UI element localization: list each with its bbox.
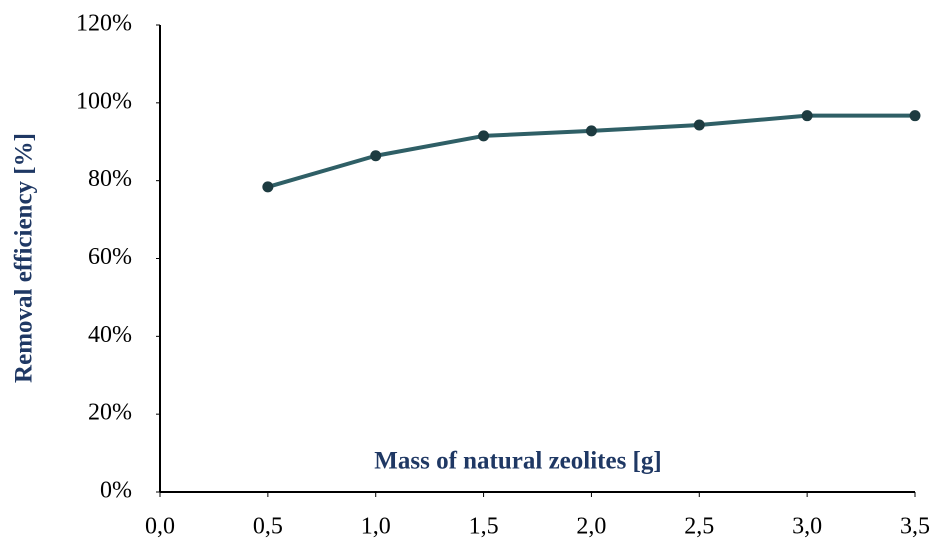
y-tick-label: 80%	[88, 166, 132, 192]
x-tick-label: 2,0	[576, 514, 606, 540]
y-tick-label: 40%	[88, 322, 132, 348]
y-tick-label: 120%	[76, 11, 132, 37]
x-tick-label: 3,5	[900, 514, 930, 540]
y-tick-label: 100%	[76, 88, 132, 114]
data-point	[478, 130, 490, 142]
x-tick-label: 0,5	[253, 514, 283, 540]
data-point	[693, 119, 705, 131]
data-point	[801, 110, 813, 122]
y-tick-label: 60%	[88, 244, 132, 270]
x-tick-label: 1,0	[361, 514, 391, 540]
x-tick-label: 3,0	[792, 514, 822, 540]
y-axis-title: Removal efficiency [%]	[11, 133, 38, 383]
data-point	[262, 181, 274, 193]
y-tick-label: 0%	[100, 478, 132, 504]
x-axis-title: Mass of natural zeolites [g]	[374, 448, 661, 475]
y-tick-label: 20%	[88, 400, 132, 426]
data-point	[909, 110, 921, 122]
data-point	[370, 150, 382, 162]
data-point	[585, 125, 597, 137]
x-tick-label: 2,5	[684, 514, 714, 540]
x-tick-label: 1,5	[469, 514, 499, 540]
x-tick-label: 0,0	[145, 514, 175, 540]
